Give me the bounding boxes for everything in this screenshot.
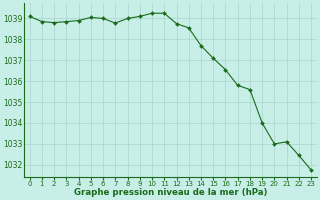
X-axis label: Graphe pression niveau de la mer (hPa): Graphe pression niveau de la mer (hPa) — [74, 188, 267, 197]
